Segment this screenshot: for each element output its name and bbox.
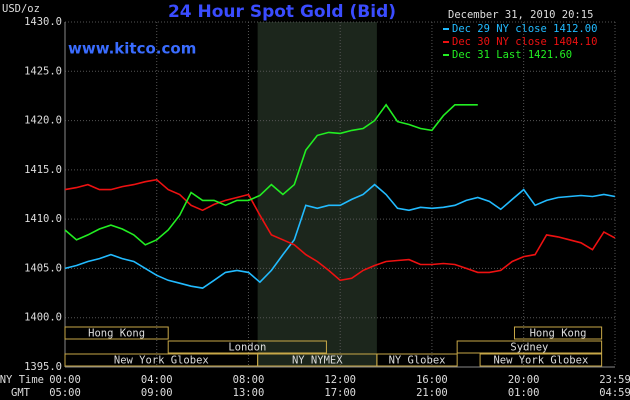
grid-layer: [64, 21, 616, 368]
session-box: [456, 340, 603, 354]
x-tick-label: 04:00: [141, 374, 173, 386]
timestamp: December 31, 2010 20:15: [448, 9, 593, 21]
y-tick-label: 1430.0: [24, 16, 62, 28]
x-tick-label: 08:00: [233, 374, 265, 386]
x2-tick-label: 17:00: [324, 387, 356, 399]
x2-tick-label: 09:00: [141, 387, 173, 399]
session-label: Sydney: [510, 342, 548, 354]
legend-label: Dec 31 Last 1421.60: [452, 49, 572, 61]
x-tick-label: 23:59: [599, 374, 630, 386]
session-label: London: [228, 342, 266, 354]
x-axis-label: NY Time: [0, 374, 44, 386]
x-tick-label: 00:00: [49, 374, 81, 386]
session-box: [64, 326, 169, 340]
session-box: [479, 353, 603, 367]
session-label: New York Globex: [114, 355, 209, 367]
y-tick-label: 1415.0: [24, 164, 62, 176]
x2-tick-label: 04:59: [599, 387, 630, 399]
y-tick-label: 1425.0: [24, 65, 62, 77]
y-tick-label: 1405.0: [24, 262, 62, 274]
x2-tick-label: 05:00: [49, 387, 81, 399]
legend-label: Dec 29 NY close 1412.00: [452, 23, 597, 35]
session-box: [167, 340, 327, 354]
session-box: [376, 353, 458, 367]
series-line: [64, 103, 478, 246]
session-label: Hong Kong: [530, 328, 587, 340]
session-label: NY NYMEX: [292, 355, 343, 367]
y-axis-label: USD/oz: [2, 3, 40, 15]
series-line: [64, 183, 616, 289]
site-label: www.kitco.com: [68, 40, 196, 58]
session-label: NY Globex: [389, 355, 446, 367]
x2-axis-label: GMT: [11, 387, 31, 399]
session-label: Hong Kong: [88, 328, 145, 340]
y-tick-label: 1400.0: [24, 312, 62, 324]
series-line: [64, 178, 616, 282]
y-tick-label: 1420.0: [24, 115, 62, 127]
shade-layer: [257, 22, 377, 367]
y-tick-label: 1395.0: [24, 361, 62, 373]
x-tick-label: 12:00: [324, 374, 356, 386]
y-tick-label: 1410.0: [24, 213, 62, 225]
x2-tick-label: 01:00: [508, 387, 540, 399]
chart-title: 24 Hour Spot Gold (Bid): [168, 2, 396, 22]
legend-label: Dec 30 NY close 1404.10: [452, 36, 597, 48]
x2-tick-label: 13:00: [233, 387, 265, 399]
x-tick-label: 16:00: [416, 374, 448, 386]
session-shade: [257, 22, 377, 367]
x-tick-label: 20:00: [508, 374, 540, 386]
session-label: New York Globex: [493, 355, 588, 367]
x2-tick-label: 21:00: [416, 387, 448, 399]
line-layer: [64, 103, 616, 289]
session-box: [513, 326, 603, 340]
